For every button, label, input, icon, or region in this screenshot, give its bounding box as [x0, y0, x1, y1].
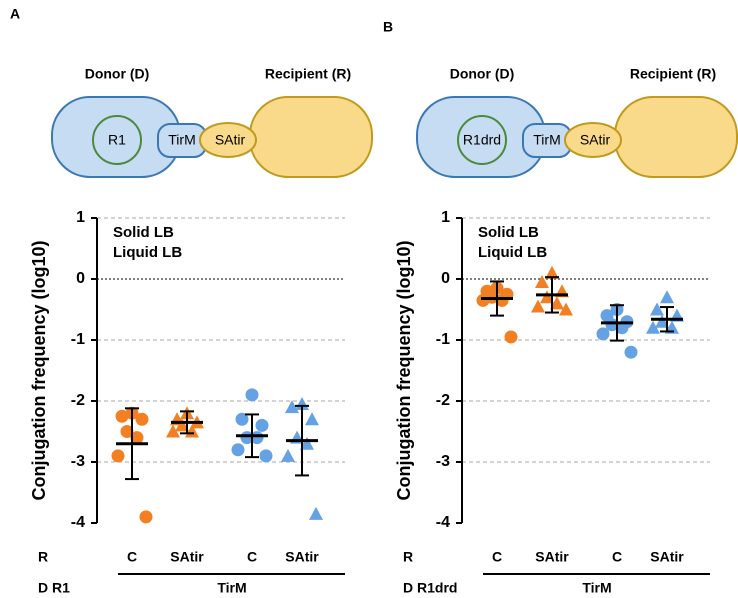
recipient-label: Recipient (R): [265, 66, 351, 82]
row-label-r: R: [403, 549, 413, 565]
recipient-protein-label: SAtir: [215, 132, 246, 148]
plasmid-label: R1drd: [463, 132, 501, 148]
y-tick-label: -3: [71, 453, 85, 470]
data-point: [650, 303, 664, 316]
recipient-protein-label: SAtir: [580, 132, 611, 148]
y-axis-label: Conjugation frequency (log10): [394, 240, 414, 500]
recipient-cell: [615, 97, 737, 177]
x-tick-label: SAtir: [535, 549, 569, 565]
legend-entry: Solid LB: [113, 224, 174, 241]
recipient-label: Recipient (R): [630, 66, 716, 82]
group-label: TirM: [582, 580, 611, 596]
y-tick-label: 1: [76, 209, 85, 226]
data-point: [232, 443, 245, 456]
x-tick-label: C: [612, 549, 622, 565]
legend-entry: Liquid LB: [113, 244, 182, 261]
y-tick-label: -2: [436, 392, 450, 409]
legend-entry: Solid LB: [478, 224, 539, 241]
y-tick-label: -1: [436, 331, 450, 348]
y-tick-label: -4: [71, 514, 85, 531]
x-tick-label: SAtir: [285, 549, 319, 565]
row-label-r: R: [38, 549, 48, 565]
x-tick-label: C: [247, 549, 257, 565]
data-point: [136, 413, 149, 426]
panel-letter: A: [10, 6, 20, 22]
y-tick-label: -3: [436, 453, 450, 470]
x-tick-label: C: [492, 549, 502, 565]
donor-label: Donor (D): [85, 66, 150, 82]
x-tick-label: C: [127, 549, 137, 565]
y-axis-label: Conjugation frequency (log10): [29, 240, 49, 500]
recipient-cell: [250, 97, 372, 177]
y-tick-label: -4: [436, 514, 450, 531]
data-point: [116, 410, 129, 423]
data-point: [260, 449, 273, 462]
data-point: [305, 412, 319, 425]
group-label: TirM: [217, 580, 246, 596]
donor-protein-label: TirM: [533, 132, 560, 148]
data-point: [597, 327, 610, 340]
figure: ADonor (D)Recipient (R)R1TirMSAtir-4-3-2…: [0, 0, 738, 598]
data-point: [256, 419, 269, 432]
data-point: [625, 346, 638, 359]
diagram: [52, 97, 372, 177]
plasmid-label: R1: [108, 132, 126, 148]
data-point: [309, 507, 323, 520]
y-tick-label: 0: [441, 270, 450, 287]
x-tick-label: SAtir: [650, 549, 684, 565]
data-point: [505, 330, 518, 343]
data-point: [246, 388, 259, 401]
y-tick-label: 1: [441, 209, 450, 226]
data-point: [112, 449, 125, 462]
legend-entry: Liquid LB: [478, 244, 547, 261]
y-tick-label: -2: [71, 392, 85, 409]
x-tick-label: SAtir: [170, 549, 204, 565]
donor-label: Donor (D): [450, 66, 515, 82]
y-tick-label: 0: [76, 270, 85, 287]
row-label-d: D R1: [38, 580, 70, 596]
y-tick-label: -1: [71, 331, 85, 348]
panel-letter: B: [383, 19, 393, 35]
data-point: [477, 294, 490, 307]
donor-protein-label: TirM: [168, 132, 195, 148]
row-label-d: D R1drd: [403, 580, 457, 596]
data-point: [140, 510, 153, 523]
data-point: [281, 449, 295, 462]
data-point: [660, 290, 674, 303]
